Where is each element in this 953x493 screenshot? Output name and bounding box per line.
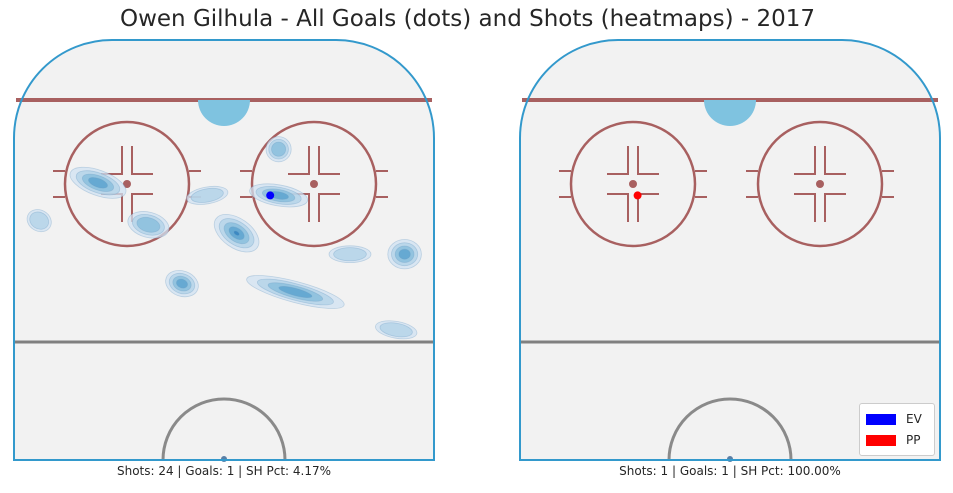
shot-heatmap	[26, 136, 422, 340]
rink-boards	[13, 39, 435, 461]
l-mark	[288, 146, 310, 175]
legend-swatch-pp	[866, 434, 896, 446]
heat-blob-4	[271, 141, 287, 157]
l-mark	[607, 193, 629, 222]
goal-crease	[704, 100, 756, 126]
faceoff-dot	[629, 180, 637, 188]
l-mark	[637, 146, 659, 175]
goal-crease	[198, 100, 250, 126]
left-panel-caption: Shots: 24 | Goals: 1 | SH Pct: 4.17%	[116, 464, 332, 478]
legend-label-pp: PP	[906, 433, 921, 447]
l-mark	[607, 146, 629, 175]
l-mark	[794, 146, 816, 175]
l-mark	[824, 193, 846, 222]
l-mark	[824, 146, 846, 175]
heat-blob-1	[136, 216, 161, 233]
faceoff-ring	[63, 120, 191, 248]
faceoff-circle-left	[559, 120, 707, 248]
legend: EV PP	[859, 403, 935, 456]
center-circle	[161, 397, 287, 461]
heat-blob-5	[176, 278, 188, 289]
hash-marks	[559, 146, 707, 222]
heat-blob-10	[29, 211, 50, 230]
heat-blob-8	[398, 248, 411, 260]
faceoff-dot	[123, 180, 131, 188]
faceoff-circle-right	[240, 120, 388, 248]
heat-blob-0	[88, 177, 108, 189]
rink-left	[13, 39, 435, 462]
l-mark	[131, 193, 153, 222]
faceoff-circle-right	[746, 120, 894, 248]
rink-surface	[14, 40, 434, 460]
heat-blob-7	[333, 247, 367, 262]
l-mark	[318, 146, 340, 175]
rink-surface	[520, 40, 940, 460]
faceoff-circles	[559, 120, 894, 248]
faceoff-dot	[310, 180, 318, 188]
faceoff-ring	[756, 120, 884, 248]
goal-dot-pp	[633, 191, 642, 200]
legend-label-ev: EV	[906, 412, 922, 426]
heat-blob-9	[379, 322, 413, 338]
goal-dot-ev	[266, 191, 275, 200]
faceoff-ring	[569, 120, 697, 248]
faceoff-dot	[816, 180, 824, 188]
heat-blob-11	[190, 187, 224, 203]
rink-right	[519, 39, 941, 462]
l-mark	[318, 193, 340, 222]
legend-swatch-ev	[866, 413, 896, 425]
legend-item-ev: EV	[866, 410, 922, 428]
legend-item-pp: PP	[866, 431, 920, 449]
hash-marks	[746, 146, 894, 222]
heat-blob-6	[278, 285, 313, 299]
l-mark	[131, 146, 153, 175]
chart-title: Owen Gilhula - All Goals (dots) and Shot…	[119, 6, 815, 32]
rink-boards	[519, 39, 941, 461]
right-panel-caption: Shots: 1 | Goals: 1 | SH Pct: 100.00%	[619, 464, 841, 478]
hash-marks	[240, 146, 388, 222]
faceoff-ring	[250, 120, 378, 248]
l-mark	[794, 193, 816, 222]
faceoff-circles	[53, 120, 388, 248]
heat-blob-2	[233, 230, 240, 236]
center-circle	[667, 397, 793, 461]
